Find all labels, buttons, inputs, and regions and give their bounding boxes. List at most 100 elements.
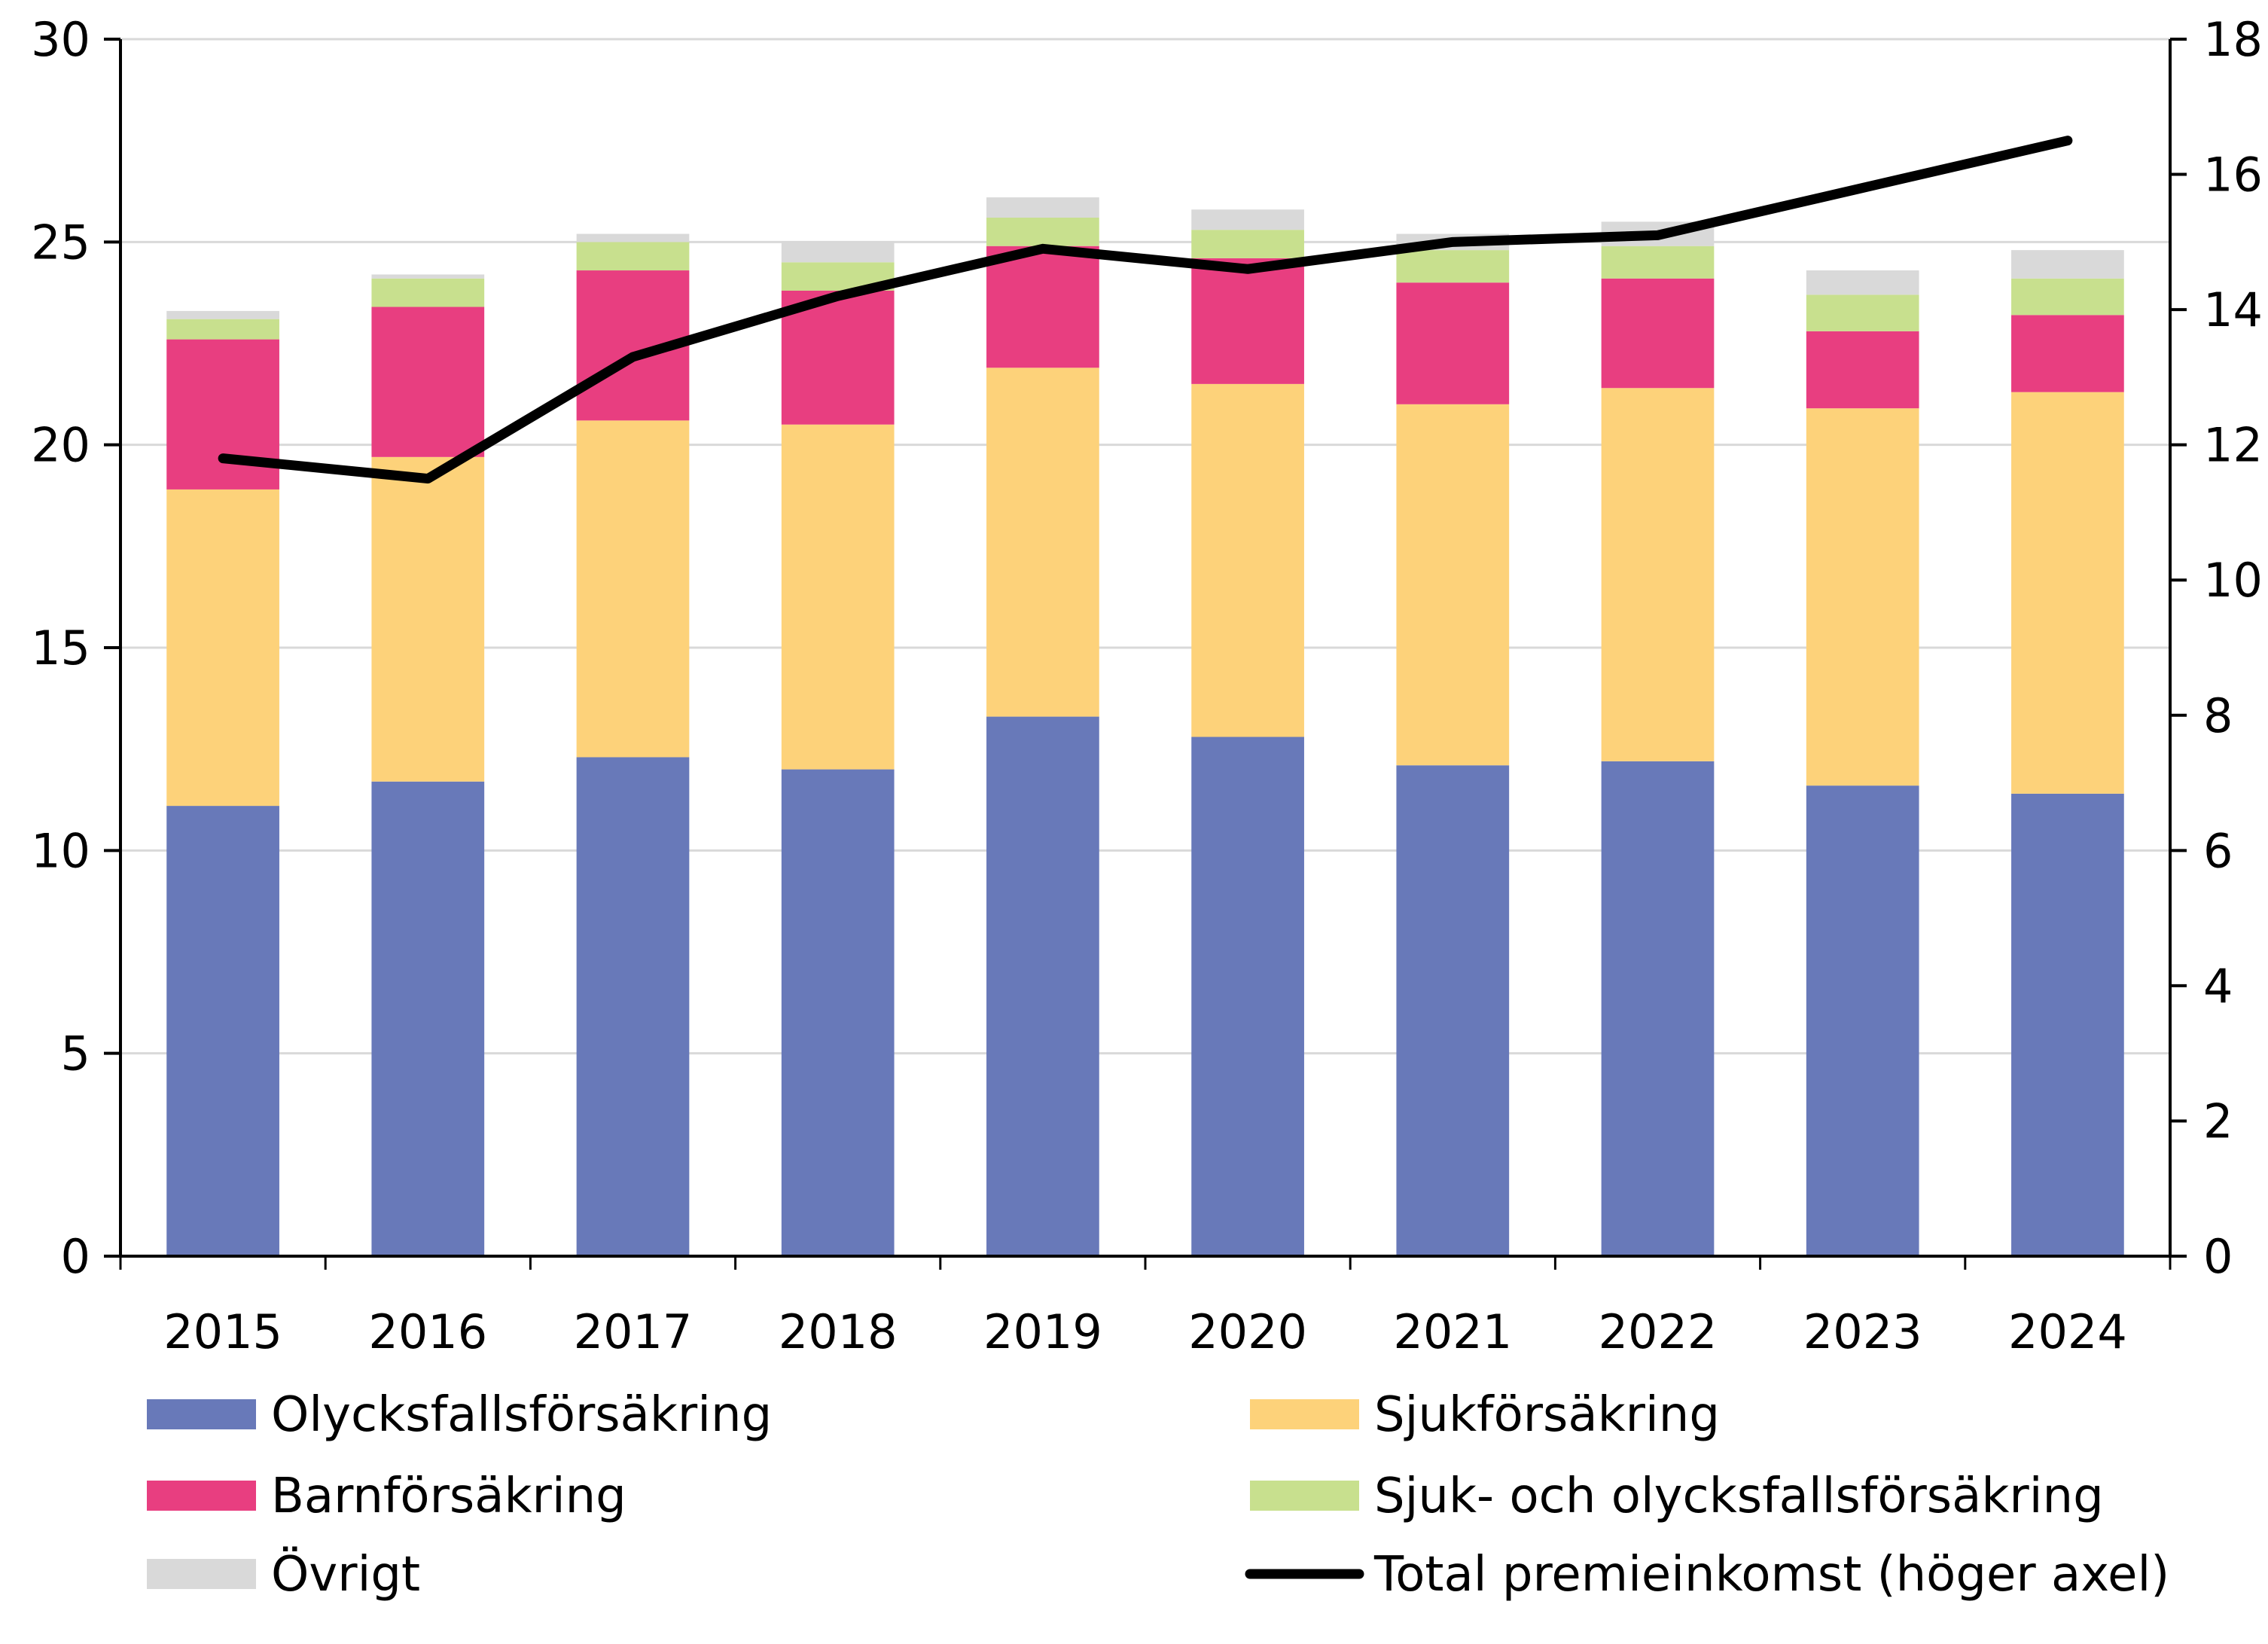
bar-segment [1191,383,1304,737]
legend-swatch [147,1399,256,1429]
left-tick-label: 15 [31,621,90,676]
x-category-label: 2016 [368,1304,487,1359]
bar-segment [781,769,895,1256]
bar-stacks [166,197,2124,1256]
bar-segment [371,278,485,307]
x-category-label: 2024 [2008,1304,2127,1359]
bar-segment [1191,209,1304,230]
x-category-label: 2020 [1188,1304,1307,1359]
bar-segment [1396,250,1510,283]
x-category-label: 2023 [1803,1304,1922,1359]
legend-label: Olycksfallsförsäkring [271,1387,772,1443]
x-category-label: 2017 [574,1304,693,1359]
legend-swatch [147,1559,256,1589]
right-tick-label: 14 [2203,282,2263,337]
bar-segment [576,757,690,1256]
right-tick-label: 6 [2203,823,2233,878]
bar-segment [986,218,1099,246]
bar-segment [371,274,485,279]
bar-segment [986,197,1099,218]
total-line-point [632,355,634,358]
total-premium-line [218,136,2073,484]
legend: Olycksfallsförsäkring Sjukförsäkring Barnf… [147,1387,2169,1603]
right-tick-label: 18 [2203,12,2263,67]
total-line-point [1247,268,1249,270]
bar-segment [1806,294,1919,331]
left-tick-label: 30 [31,12,90,67]
bar-segment [371,307,485,457]
bar-segment [576,233,690,242]
left-tick-label: 25 [31,215,90,270]
left-tick-label: 5 [61,1026,90,1081]
bar-segment [781,290,895,425]
right-tick-label: 10 [2203,553,2263,608]
right-tick-label: 12 [2203,418,2263,473]
bar-segment [1396,282,1510,404]
bar-segment [781,424,895,770]
bar-segment [1191,258,1304,384]
bar-segment [576,242,690,271]
left-tick-label: 10 [31,823,90,878]
right-tick-label: 2 [2203,1093,2233,1148]
total-line-point [222,457,224,459]
total-line-point [1657,234,1659,236]
bar-segment [1191,230,1304,258]
x-category-label: 2018 [779,1304,898,1359]
right-tick-label: 16 [2203,148,2263,203]
bar-segment [1601,246,1715,279]
bar-segment [1806,408,1919,786]
bar-segment [781,242,895,263]
bar-segment [576,420,690,758]
legend-label: Övrigt [271,1546,420,1603]
bar-segment [1806,331,1919,409]
bar-segment [986,716,1099,1256]
x-category-label: 2019 [983,1304,1102,1359]
legend-swatch [1250,1481,1359,1511]
bar-segment [166,310,279,319]
bar-segment [371,456,485,782]
total-line-point [1861,187,1864,189]
bar-segment [1806,270,1919,295]
axes [104,38,2187,1270]
legend-swatch [147,1481,256,1511]
bar-segment [986,246,1099,368]
legend-label: Barnförsäkring [271,1469,626,1524]
tick-labels: 0 5 10 15 20 25 30 0 2 4 6 8 10 12 14 16 18 2015 2016 2017 2… [31,12,2263,1359]
x-category-label: 2015 [163,1304,282,1359]
bar-segment [1601,761,1715,1256]
legend-label: Sjukförsäkring [1374,1387,1720,1443]
right-tick-label: 0 [2203,1229,2233,1284]
bar-segment [166,319,279,340]
x-category-label: 2022 [1599,1304,1718,1359]
bar-segment [166,806,279,1256]
total-line-point [1452,241,1454,243]
bar-segment [2011,315,2124,392]
bar-segment [2011,793,2124,1256]
left-tick-label: 20 [31,418,90,473]
bar-segment [371,781,485,1256]
x-category-label: 2021 [1393,1304,1512,1359]
total-line-layer [218,136,2073,484]
total-line-point [2066,139,2068,142]
legend-swatch [1250,1399,1359,1429]
bar-segment [1191,737,1304,1256]
bar-segment [1601,278,1715,389]
total-line-point [1041,248,1044,250]
legend-label: Total premieinkomst (höger axel) [1373,1547,2169,1603]
bar-segment [2011,392,2124,794]
bar-segment [1601,388,1715,761]
bar-segment [2011,250,2124,279]
bar-segment [1396,404,1510,766]
bar-segment [986,368,1099,717]
bar-segment [2011,278,2124,316]
total-line-point [427,477,429,480]
bar-segment [1396,765,1510,1256]
bar-segment [1806,785,1919,1256]
total-line-point [837,295,839,297]
left-tick-label: 0 [61,1229,90,1284]
right-tick-label: 8 [2203,688,2233,743]
bar-segment [166,489,279,807]
right-tick-label: 4 [2203,959,2233,1014]
